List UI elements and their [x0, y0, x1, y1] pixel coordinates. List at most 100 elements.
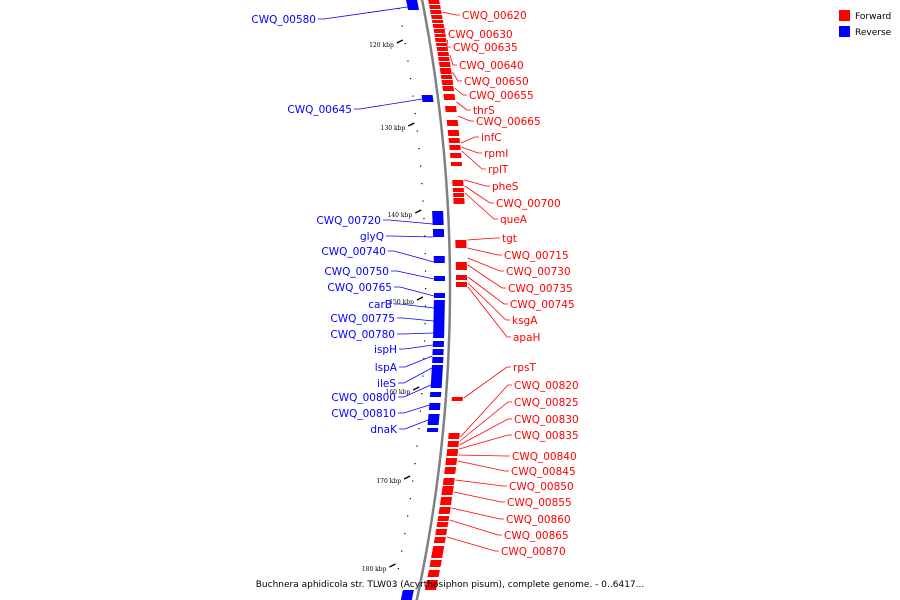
minor-tick-mark — [424, 340, 426, 342]
forward-feature — [440, 75, 453, 79]
forward-label-leader — [467, 257, 504, 272]
forward-label-leader — [454, 87, 467, 96]
forward-feature — [435, 38, 447, 42]
forward-label-leader — [455, 479, 507, 487]
forward-label-leader — [452, 71, 462, 82]
reverse-feature-label: CWQ_00645 — [287, 104, 352, 116]
reverse-feature-label: CWQ_00780 — [330, 329, 395, 341]
forward-label-leader — [441, 27, 446, 35]
forward-feature — [448, 433, 460, 439]
minor-tick-mark — [418, 148, 420, 150]
forward-feature-label: CWQ_00830 — [514, 414, 579, 426]
forward-feature — [429, 5, 441, 9]
minor-tick-mark — [401, 25, 403, 27]
minor-tick-mark — [416, 445, 418, 447]
label-line-layer — [318, 6, 512, 552]
forward-feature-label: CWQ_00620 — [462, 10, 527, 22]
legend-reverse-swatch — [839, 26, 850, 37]
feature-layer — [400, 0, 467, 600]
forward-feature — [435, 43, 448, 46]
forward-feature — [431, 15, 443, 19]
forward-feature — [434, 34, 446, 37]
forward-feature-label: pheS — [492, 181, 519, 193]
minor-tick-mark — [424, 235, 426, 237]
reverse-feature-label: carB — [368, 299, 392, 311]
minor-tick-mark — [407, 60, 409, 62]
forward-feature-label: CWQ_00655 — [469, 90, 534, 102]
reverse-feature-label: CWQ_00740 — [321, 246, 386, 258]
forward-feature — [439, 68, 452, 74]
forward-feature-label: tgt — [502, 233, 517, 245]
forward-feature — [453, 193, 465, 197]
forward-feature-label: CWQ_00870 — [501, 546, 566, 558]
forward-feature-label: CWQ_00820 — [514, 380, 579, 392]
minor-tick-mark — [407, 515, 409, 517]
forward-feature — [455, 240, 467, 248]
forward-feature-label: CWQ_00735 — [508, 283, 573, 295]
forward-feature — [443, 94, 456, 100]
forward-feature-label: CWQ_00825 — [514, 397, 579, 409]
reverse-feature — [433, 300, 445, 338]
kbp-tick-label: 140 kbp — [388, 212, 413, 219]
kbp-tick-mark — [412, 386, 420, 391]
reverse-feature — [432, 357, 444, 363]
forward-label-leader — [463, 366, 511, 399]
forward-feature — [451, 397, 463, 401]
forward-feature — [452, 180, 464, 186]
map-caption: Buchnera aphidicola str. TLW03 (Acyrthos… — [256, 580, 644, 590]
reverse-label-leader — [391, 270, 435, 280]
forward-label-leader — [446, 536, 499, 552]
forward-feature — [431, 20, 444, 23]
forward-feature — [446, 120, 459, 126]
forward-feature — [437, 516, 450, 521]
minor-tick-mark — [424, 305, 427, 307]
kbp-tick-mark — [414, 209, 422, 214]
reverse-feature-label: glyQ — [360, 231, 384, 243]
forward-label-leader — [460, 136, 479, 144]
forward-feature — [448, 138, 460, 143]
minor-tick-mark — [419, 410, 421, 412]
minor-tick-mark — [394, 585, 396, 587]
reverse-feature-label: ispH — [374, 344, 397, 356]
reverse-feature-label: CWQ_00720 — [316, 215, 381, 227]
reverse-feature-label: ileS — [377, 378, 396, 390]
minor-tick-mark — [423, 358, 425, 360]
forward-feature-label: CWQ_00835 — [514, 430, 579, 442]
forward-feature — [433, 29, 446, 33]
forward-feature-label: rpmI — [484, 148, 508, 160]
forward-feature — [449, 145, 461, 150]
reverse-feature — [428, 403, 441, 410]
reverse-label-leader — [399, 344, 433, 350]
reverse-label-leader — [399, 419, 429, 430]
forward-feature-label: thrS — [473, 105, 495, 117]
reverse-feature-label: CWQ_00750 — [324, 266, 389, 278]
forward-feature — [442, 478, 455, 485]
minor-tick-mark — [424, 288, 427, 290]
kbp-tick-mark — [389, 563, 396, 568]
minor-tick-mark — [409, 498, 411, 500]
forward-label-leader — [467, 286, 511, 338]
legend-forward-swatch — [839, 10, 850, 21]
forward-feature-label: CWQ_00640 — [459, 60, 524, 72]
reverse-feature — [432, 341, 444, 347]
forward-feature — [440, 497, 453, 505]
forward-label-leader — [464, 192, 498, 220]
forward-feature — [452, 188, 464, 192]
reverse-feature-label: CWQ_00765 — [327, 282, 392, 294]
forward-feature — [432, 24, 445, 28]
forward-feature — [442, 86, 455, 91]
reverse-label-leader — [354, 98, 423, 110]
reverse-feature — [400, 590, 414, 600]
forward-label-leader — [467, 264, 506, 289]
minor-tick-mark — [418, 428, 420, 430]
forward-feature — [427, 570, 440, 577]
forward-feature — [436, 522, 449, 527]
forward-label-leader — [449, 54, 457, 66]
forward-feature — [450, 162, 463, 166]
reverse-label-leader — [397, 332, 434, 335]
reverse-feature — [429, 392, 442, 397]
minor-tick-mark — [424, 253, 426, 255]
minor-tick-mark — [421, 393, 423, 395]
